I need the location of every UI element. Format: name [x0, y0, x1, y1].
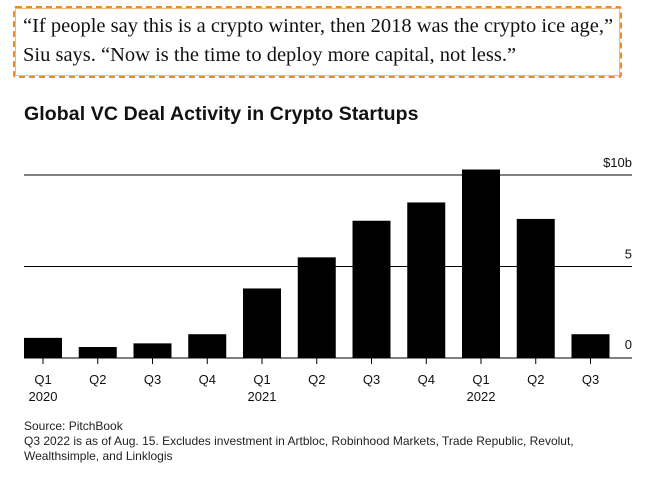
bar-q3-2021	[352, 220, 391, 358]
x-tick-label-quarter: Q1	[253, 372, 270, 387]
bar-q1-2021	[243, 288, 281, 358]
bar-q3-2020	[133, 343, 172, 358]
x-tick-label-year: 2021	[248, 389, 277, 404]
x-tick-label-quarter: Q4	[418, 372, 435, 387]
chart-footnote: Q3 2022 is as of Aug. 15. Excludes inves…	[24, 434, 574, 463]
y-tick-label: 5	[625, 247, 632, 262]
x-tick-label-quarter: Q1	[472, 372, 489, 387]
bar-q4-2020	[188, 334, 227, 358]
x-tick-label-quarter: Q3	[363, 372, 380, 387]
y-tick-label: 0	[625, 337, 632, 352]
y-tick-label: $10b	[603, 155, 632, 170]
pull-quote: “If people say this is a crypto winter, …	[23, 15, 614, 66]
x-tick-label-quarter: Q2	[527, 372, 544, 387]
bar-q2-2020	[78, 347, 117, 358]
bar-q1-2022	[462, 169, 500, 358]
x-tick-label-quarter: Q2	[89, 372, 106, 387]
bar-q3-2022	[571, 334, 610, 358]
x-tick-label-quarter: Q1	[34, 372, 51, 387]
chart-source: Source: PitchBook	[24, 419, 123, 433]
x-tick-label-quarter: Q4	[199, 372, 216, 387]
chart-title: Global VC Deal Activity in Crypto Startu…	[24, 103, 419, 125]
x-tick-label-quarter: Q3	[144, 372, 161, 387]
bar-q2-2021	[297, 257, 336, 358]
bar-q1-2020	[24, 337, 62, 358]
x-tick-label-quarter: Q2	[308, 372, 325, 387]
bar-q2-2022	[516, 218, 555, 358]
x-tick-label-year: 2020	[29, 389, 58, 404]
quote-highlight-box	[13, 6, 622, 78]
x-tick-label-quarter: Q3	[582, 372, 599, 387]
bar-q4-2021	[407, 202, 446, 358]
x-tick-label-year: 2022	[467, 389, 496, 404]
